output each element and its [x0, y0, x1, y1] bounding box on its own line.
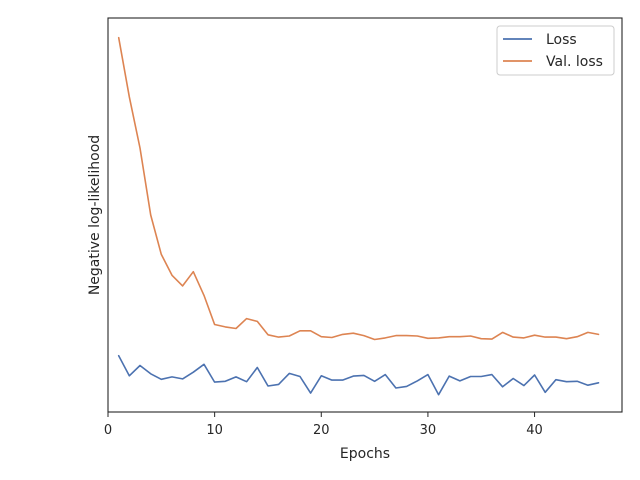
- series-line-loss: [117, 354, 600, 396]
- series-line-val-loss: [117, 36, 600, 341]
- x-tick-label: 0: [104, 423, 112, 438]
- legend-label: Loss: [546, 32, 577, 48]
- x-axis-label: Epochs: [340, 446, 390, 462]
- x-tick-label: 20: [313, 423, 330, 438]
- y-axis-label: Negative log-likelihood: [87, 135, 103, 295]
- x-tick-label: 40: [526, 423, 543, 438]
- x-axis-ticks: 0 10 20 30 40: [104, 412, 543, 438]
- x-tick-label: 30: [420, 423, 437, 438]
- legend: Loss Val. loss: [496, 25, 615, 76]
- plot-area: [117, 36, 600, 396]
- legend-label: Val. loss: [546, 54, 603, 70]
- x-tick-label: 10: [206, 423, 223, 438]
- axes-frame: [107, 17, 623, 413]
